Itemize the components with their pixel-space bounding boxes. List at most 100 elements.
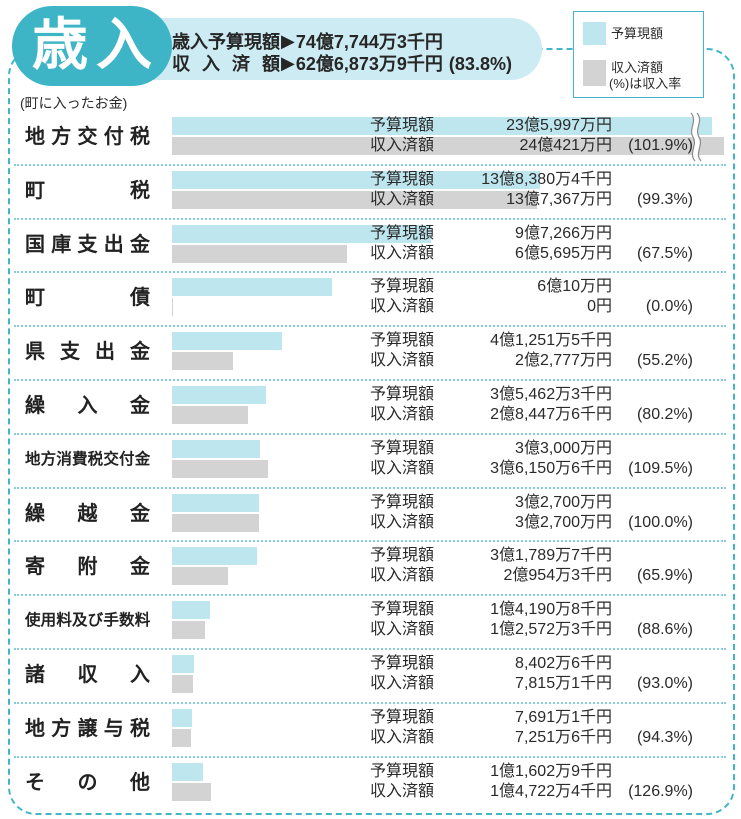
budget-amount: 6億10万円: [537, 278, 612, 295]
budget-bar: [172, 278, 332, 296]
received-caption: 収入済額: [370, 352, 435, 369]
budget-amount: 3億5,462万3千円: [490, 386, 612, 403]
received-caption: 収入済額: [370, 298, 435, 315]
collection-rate: (99.3%): [636, 191, 693, 208]
revenue-row: 地方交付税 予算現額 23億5,997万円 収入済額 24億421万円 (101.9%): [0, 111, 741, 165]
revenue-row: 繰入金 予算現額 3億5,462万3千円 収入済額 2億8,447万6千円 (80.2%): [0, 380, 741, 434]
revenue-badge: 歳入: [12, 6, 172, 86]
received-total-value: 62億6,873万9千円: [295, 54, 443, 74]
received-bar: [172, 191, 538, 209]
budget-bar: [172, 332, 282, 350]
budget-caption: 予算現額: [370, 171, 435, 188]
budget-caption: 予算現額: [370, 440, 435, 457]
collection-rate: (93.0%): [636, 675, 693, 692]
row-divider: [14, 218, 726, 220]
received-caption: 収入済額: [370, 191, 435, 208]
budget-caption: 予算現額: [370, 332, 435, 349]
received-total-label: 収入済額: [172, 54, 280, 74]
received-amount: 0円: [587, 298, 612, 315]
received-amount: 1億4,722万4千円: [490, 783, 612, 800]
budget-caption: 予算現額: [370, 494, 435, 511]
received-bar: [172, 783, 212, 801]
header-summary: [120, 18, 542, 80]
budget-bar: [172, 547, 257, 565]
budget-caption: 予算現額: [370, 601, 435, 618]
received-caption: 収入済額: [370, 729, 435, 746]
received-bar: [172, 729, 192, 747]
received-bar: [172, 460, 269, 478]
chart-legend: 予算現額 収入済額 (%)は収入率: [573, 11, 704, 98]
budget-amount: 4億1,251万5千円: [490, 332, 612, 349]
collection-rate: (55.2%): [636, 352, 693, 369]
row-divider: [14, 271, 726, 273]
budget-caption: 予算現額: [370, 547, 435, 564]
budget-bar: [172, 601, 210, 619]
received-caption: 収入済額: [370, 137, 435, 154]
collection-rate: (65.9%): [636, 567, 693, 584]
received-amount: 2億8,447万6千円: [490, 406, 612, 423]
budget-caption: 予算現額: [370, 763, 435, 780]
budget-bar: [172, 709, 193, 727]
received-amount: 6億5,695万円: [515, 245, 612, 262]
budget-amount: 3億1,789万7千円: [490, 547, 612, 564]
budget-amount: 23億5,997万円: [506, 117, 612, 134]
received-amount: 1億2,572万3千円: [490, 621, 612, 638]
received-bar: [172, 514, 259, 532]
revenue-row: 諸収入 予算現額 8,402万6千円 収入済額 7,815万1千円 (93.0%): [0, 649, 741, 703]
collection-rate: (0.0%): [645, 298, 693, 315]
received-amount: 7,815万1千円: [515, 675, 612, 692]
collection-rate: (126.9%): [628, 783, 693, 800]
row-label: 繰入金: [25, 395, 150, 417]
revenue-row: 国庫支出金 予算現額 9億7,266万円 収入済額 6億5,695万円 (67.5%): [0, 219, 741, 273]
received-amount: 2億954万3千円: [503, 567, 613, 584]
received-bar: [172, 621, 206, 639]
legend-rate-note: (%)は収入率: [609, 76, 682, 91]
row-divider: [14, 325, 726, 327]
received-caption: 収入済額: [370, 406, 435, 423]
collection-rate: (101.9%): [628, 137, 693, 154]
budget-bar: [172, 117, 712, 135]
legend-budget-swatch: [583, 22, 606, 45]
row-label: 寄附金: [25, 556, 150, 578]
budget-amount: 8,402万6千円: [515, 655, 612, 672]
budget-bar: [172, 171, 541, 189]
received-bar: [172, 137, 724, 155]
budget-caption: 予算現額: [370, 386, 435, 403]
legend-budget-label: 予算現額: [611, 26, 664, 41]
collection-rate: (67.5%): [636, 245, 693, 262]
collection-rate: (109.5%): [628, 460, 693, 477]
received-amount: 13億7,367万円: [506, 191, 612, 208]
received-amount: 3億6,150万6千円: [490, 460, 612, 477]
received-caption: 収入済額: [370, 514, 435, 531]
received-amount: 2億2,777万円: [515, 352, 612, 369]
revenue-row: 県支出金 予算現額 4億1,251万5千円 収入済額 2億2,777万円 (55.2%): [0, 326, 741, 380]
received-total-rate: (83.8%): [448, 54, 512, 74]
revenue-row: 町税 予算現額 13億8,380万4千円 収入済額 13億7,367万円 (99.3%): [0, 165, 741, 219]
received-bar: [172, 245, 347, 263]
arrow-icon: ▶: [281, 53, 295, 74]
received-bar: [172, 675, 193, 693]
received-total-line: 収入済額▶62億6,873万9千円 (83.8%): [172, 53, 512, 75]
received-amount: 3億2,700万円: [515, 514, 612, 531]
budget-total-label: 歳入予算現額: [172, 32, 280, 52]
bar-break-mark: [690, 112, 702, 162]
row-divider: [14, 379, 726, 381]
received-caption: 収入済額: [370, 621, 435, 638]
budget-bar: [172, 763, 203, 781]
received-bar: [172, 567, 228, 585]
row-divider: [14, 756, 726, 758]
row-label: 地方譲与税: [25, 718, 150, 740]
row-label: 繰越金: [25, 503, 150, 525]
revenue-row: 町債 予算現額 6億10万円 収入済額 0円 (0.0%): [0, 272, 741, 326]
collection-rate: (88.6%): [636, 621, 693, 638]
budget-bar: [172, 440, 260, 458]
row-label: 町債: [25, 287, 150, 309]
revenue-row: 地方譲与税 予算現額 7,691万1千円 収入済額 7,251万6千円 (94.3%): [0, 703, 741, 757]
legend-received-label: 収入済額: [611, 60, 664, 75]
budget-bar: [172, 386, 267, 404]
row-label: 地方消費税交付金: [25, 451, 150, 468]
budget-caption: 予算現額: [370, 117, 435, 134]
budget-amount: 3億2,700万円: [515, 494, 612, 511]
